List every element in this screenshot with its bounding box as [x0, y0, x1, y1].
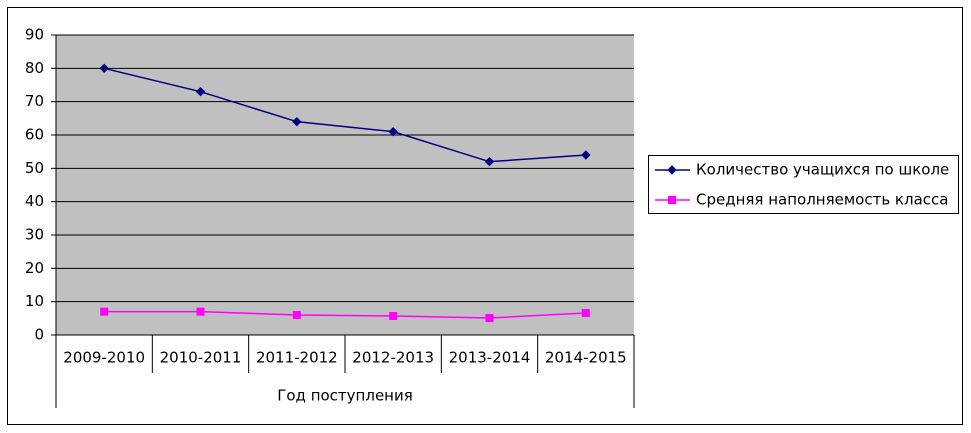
- y-tick-label: 70: [25, 92, 44, 110]
- legend-box: [648, 155, 959, 214]
- series-line: [104, 310, 586, 319]
- x-tick-label: 2009-2010: [63, 349, 145, 367]
- legend-label: Количество учащихся по школе: [696, 161, 949, 179]
- x-tick-label: 2011-2012: [256, 349, 338, 367]
- x-axis-title: Год поступления: [277, 387, 413, 405]
- legend-label: Средняя наполняемость класса: [696, 191, 948, 209]
- y-tick-label: 10: [25, 292, 44, 310]
- x-tick-label: 2010-2011: [160, 349, 242, 367]
- data-point: [581, 309, 590, 317]
- data-point: [581, 150, 591, 160]
- y-tick-label: 80: [25, 59, 44, 77]
- x-tick-label: 2014-2015: [545, 349, 627, 367]
- y-tick-label: 20: [25, 259, 44, 277]
- legend-marker: [667, 165, 677, 175]
- series-line: [103, 67, 586, 163]
- data-point: [389, 312, 398, 320]
- data-point: [485, 314, 494, 322]
- data-point: [100, 307, 109, 316]
- data-point: [484, 156, 495, 167]
- plot-area: [56, 35, 634, 335]
- data-point: [292, 311, 301, 319]
- y-tick-label: 60: [25, 126, 44, 144]
- data-point: [195, 86, 206, 97]
- y-tick-label: 0: [34, 326, 44, 344]
- y-tick-label: 30: [25, 226, 44, 244]
- y-tick-label: 40: [25, 192, 44, 210]
- x-tick-label: 2013-2014: [449, 349, 531, 367]
- data-point: [388, 126, 398, 137]
- data-point: [292, 116, 302, 127]
- legend-marker: [668, 196, 676, 204]
- y-tick-label: 50: [25, 159, 44, 177]
- data-point: [99, 63, 109, 74]
- x-tick-label: 2012-2013: [352, 349, 434, 367]
- y-tick-label: 90: [25, 26, 44, 44]
- data-point: [196, 307, 205, 316]
